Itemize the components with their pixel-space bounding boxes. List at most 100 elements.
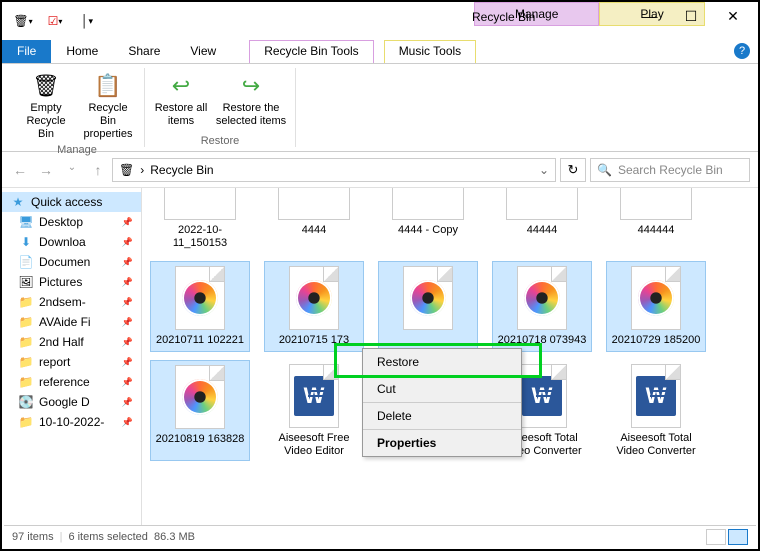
view-large-icons-button[interactable] <box>728 529 748 545</box>
sidebar-item-desktop[interactable]: 🖥Desktop📌 <box>2 212 141 232</box>
file-item[interactable]: WAiseesoft Free Video Editor <box>264 360 364 461</box>
pin-icon: 📌 <box>122 277 133 288</box>
sidebar-item-downloads[interactable]: ⬇Downloa📌 <box>2 232 141 252</box>
breadcrumb-location[interactable]: Recycle Bin <box>150 163 213 177</box>
tab-view[interactable]: View <box>175 40 231 63</box>
sidebar-item-pictures[interactable]: 🖼Pictures📌 <box>2 272 141 292</box>
history-dropdown[interactable]: ⌄ <box>62 162 82 178</box>
pin-icon: 📌 <box>122 297 133 308</box>
file-item[interactable]: 4444 <box>264 188 364 253</box>
file-item-selected[interactable]: 20210819 163828 <box>150 360 250 461</box>
status-item-count: 97 items <box>12 531 54 543</box>
documents-icon: 📄 <box>18 254 34 270</box>
pin-icon: 📌 <box>122 237 133 248</box>
qat: 🗑▾ ☑▾ │▾ <box>8 10 102 32</box>
qat-properties-icon[interactable]: ☑▾ <box>40 10 70 32</box>
restore-selected-button[interactable]: ↪ Restore the selected items <box>213 68 289 135</box>
recycle-bin-icon[interactable]: 🗑▾ <box>8 10 38 32</box>
doc-thumb-icon <box>278 188 350 220</box>
empty-recycle-bin-button[interactable]: 🗑 Empty Recycle Bin <box>16 68 76 144</box>
ctx-properties[interactable]: Properties <box>363 430 521 456</box>
search-input[interactable]: 🔍 Search Recycle Bin <box>590 158 750 182</box>
ctx-cut[interactable]: Cut <box>363 376 521 403</box>
back-button[interactable]: ← <box>10 162 30 178</box>
sidebar-item-folder[interactable]: 📁10-10-2022-📌 <box>2 412 141 432</box>
media-file-icon <box>289 266 339 330</box>
file-item-selected[interactable]: 20210729 185200 <box>606 261 706 351</box>
breadcrumb-dropdown[interactable]: ⌄ <box>539 163 549 177</box>
qat-customize-icon[interactable]: │▾ <box>72 10 102 32</box>
tab-recycle-bin-tools[interactable]: Recycle Bin Tools <box>249 40 374 63</box>
refresh-button[interactable]: ↻ <box>560 158 586 182</box>
folder-icon: 📁 <box>18 334 34 350</box>
pin-icon: 📌 <box>122 337 133 348</box>
tab-file[interactable]: File <box>2 40 51 63</box>
folder-icon: 📁 <box>18 354 34 370</box>
up-button[interactable]: ↑ <box>88 162 108 178</box>
file-item-selected[interactable]: 20210711 102221 <box>150 261 250 351</box>
file-item[interactable]: WAiseesoft Total Video Converter <box>606 360 706 461</box>
sidebar-item-folder[interactable]: 📁AVAide Fi📌 <box>2 312 141 332</box>
properties-icon: 📋 <box>92 70 124 102</box>
address-bar-row: ← → ⌄ ↑ 🗑 › Recycle Bin ⌄ ↻ 🔍 Search Rec… <box>2 152 758 188</box>
view-mode-toggle <box>706 529 748 545</box>
search-placeholder: Search Recycle Bin <box>618 163 723 177</box>
ribbon-tabs: File Home Share View Recycle Bin Tools M… <box>2 40 758 64</box>
tab-share[interactable]: Share <box>113 40 175 63</box>
pin-icon: 📌 <box>122 257 133 268</box>
sidebar-quick-access[interactable]: ★ Quick access <box>2 192 141 212</box>
ribbon-group-label-restore: Restore <box>201 135 240 147</box>
file-item-selected[interactable]: 20210715 173 <box>264 261 364 351</box>
sidebar-item-folder[interactable]: 📁report📌 <box>2 352 141 372</box>
pin-icon: 📌 <box>122 317 133 328</box>
ribbon-group-restore: ↩ Restore all items ↪ Restore the select… <box>145 68 296 147</box>
pin-icon: 📌 <box>122 417 133 428</box>
forward-button[interactable]: → <box>36 162 56 178</box>
folder-icon: 📁 <box>18 374 34 390</box>
status-bar: 97 items | 6 items selected 86.3 MB <box>4 525 756 547</box>
doc-thumb-icon <box>392 188 464 220</box>
context-menu: Restore Cut Delete Properties <box>362 348 522 457</box>
pin-icon: 📌 <box>122 397 133 408</box>
sidebar-item-google-drive[interactable]: 💽Google D📌 <box>2 392 141 412</box>
ctx-restore[interactable]: Restore <box>363 349 521 376</box>
drive-icon: 💽 <box>18 394 34 410</box>
restore-all-button[interactable]: ↩ Restore all items <box>151 68 211 135</box>
pin-icon: 📌 <box>122 217 133 228</box>
doc-thumb-icon <box>620 188 692 220</box>
file-item-selected[interactable] <box>378 261 478 351</box>
help-icon[interactable]: ? <box>734 43 750 59</box>
status-size: 86.3 MB <box>154 531 195 543</box>
file-item[interactable]: 4444 - Copy <box>378 188 478 253</box>
view-details-button[interactable] <box>706 529 726 545</box>
restore-selected-icon: ↪ <box>235 70 267 102</box>
nav-arrows: ← → ⌄ ↑ <box>10 162 108 178</box>
file-item[interactable]: 44444 <box>492 188 592 253</box>
recycle-bin-properties-button[interactable]: 📋 Recycle Bin properties <box>78 68 138 144</box>
file-item-selected[interactable]: 20210718 073943 <box>492 261 592 351</box>
address-bar[interactable]: 🗑 › Recycle Bin ⌄ <box>112 158 556 182</box>
ctx-delete[interactable]: Delete <box>363 403 521 430</box>
folder-icon: 📁 <box>18 314 34 330</box>
sidebar-item-folder[interactable]: 📁reference📌 <box>2 372 141 392</box>
empty-bin-icon: 🗑 <box>30 70 62 102</box>
window-controls: — ☐ ✕ <box>628 2 754 30</box>
file-item[interactable]: 2022-10-11_150153 <box>150 188 250 253</box>
media-file-icon <box>631 266 681 330</box>
file-item[interactable]: 444444 <box>606 188 706 253</box>
sidebar-item-folder[interactable]: 📁2nd Half📌 <box>2 332 141 352</box>
word-file-icon: W <box>289 364 339 428</box>
desktop-icon: 🖥 <box>18 214 34 230</box>
sidebar-item-folder[interactable]: 📁2ndsem-📌 <box>2 292 141 312</box>
tab-music-tools[interactable]: Music Tools <box>384 40 476 63</box>
window-title: Recycle Bin <box>472 10 535 24</box>
sidebar-item-documents[interactable]: 📄Documen📌 <box>2 252 141 272</box>
status-selected-count: 6 items selected <box>68 531 147 543</box>
pin-icon: 📌 <box>122 377 133 388</box>
close-button[interactable]: ✕ <box>712 2 754 30</box>
recycle-glyph-icon: 🗑 <box>119 163 134 177</box>
restore-all-icon: ↩ <box>165 70 197 102</box>
minimize-button[interactable]: — <box>628 2 670 30</box>
tab-home[interactable]: Home <box>51 40 113 63</box>
maximize-button[interactable]: ☐ <box>670 2 712 30</box>
